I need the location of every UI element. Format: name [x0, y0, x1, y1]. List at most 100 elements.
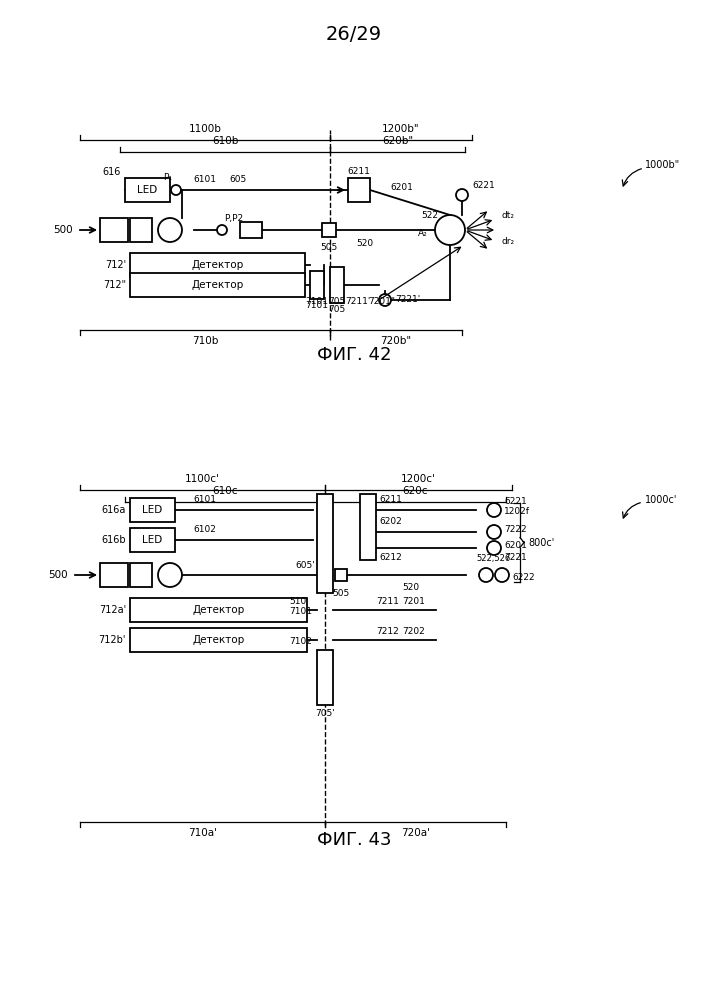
Text: 1200b": 1200b" [382, 124, 420, 134]
Text: ФИГ. 42: ФИГ. 42 [317, 346, 391, 364]
Text: 6221: 6221 [472, 182, 495, 190]
Text: 712": 712" [103, 280, 126, 290]
Circle shape [379, 294, 391, 306]
Text: 7212: 7212 [377, 626, 399, 636]
Text: 500: 500 [53, 225, 73, 235]
Text: 522: 522 [421, 211, 438, 220]
Text: 1100b: 1100b [189, 124, 221, 134]
Text: 616a: 616a [102, 505, 126, 515]
Text: 712a': 712a' [99, 605, 126, 615]
Text: 610b: 610b [212, 136, 238, 146]
Text: 510: 510 [290, 597, 307, 606]
Bar [240, 222, 262, 238]
Text: 7101: 7101 [305, 300, 329, 310]
Text: 6211: 6211 [380, 495, 402, 504]
Text: 6211: 6211 [348, 167, 370, 176]
Bar [310, 271, 324, 299]
Text: LED: LED [142, 505, 162, 515]
Text: 705': 705' [315, 708, 335, 718]
Bar [130, 528, 175, 552]
Text: 26/29: 26/29 [326, 25, 382, 44]
Text: P₁: P₁ [163, 174, 173, 182]
Circle shape [456, 189, 468, 201]
Bar [100, 563, 128, 587]
Bar [130, 598, 307, 622]
Text: 1000c': 1000c' [645, 495, 677, 505]
Text: 616b: 616b [101, 535, 126, 545]
Circle shape [487, 503, 501, 517]
Text: 6221: 6221 [504, 497, 527, 506]
Text: 800c': 800c' [528, 538, 554, 548]
Text: 6102: 6102 [194, 526, 216, 534]
Text: 1200c': 1200c' [401, 474, 436, 484]
Text: 720b": 720b" [380, 336, 411, 346]
Text: 7222: 7222 [504, 526, 527, 534]
Bar [348, 178, 370, 202]
Text: 705: 705 [328, 304, 346, 314]
Circle shape [217, 225, 227, 235]
Bar [330, 267, 344, 303]
Text: 605': 605' [296, 560, 315, 570]
Bar [130, 218, 152, 242]
Text: 7101: 7101 [289, 607, 312, 616]
Text: 7221': 7221' [395, 296, 420, 304]
Circle shape [487, 541, 501, 555]
Text: 522,526: 522,526 [477, 554, 511, 564]
Text: 505: 505 [332, 588, 350, 597]
Bar [335, 569, 347, 581]
Text: 6101: 6101 [194, 174, 216, 184]
Text: 505: 505 [320, 243, 338, 252]
Bar [125, 178, 170, 202]
Circle shape [158, 218, 182, 242]
Circle shape [495, 568, 509, 582]
Circle shape [171, 185, 181, 195]
Text: 7201": 7201" [368, 298, 395, 306]
Text: 7101: 7101 [305, 298, 329, 306]
Bar [317, 650, 333, 705]
Text: ФИГ. 43: ФИГ. 43 [317, 831, 391, 849]
Text: 620b": 620b" [382, 136, 413, 146]
Circle shape [487, 525, 501, 539]
Text: 1202f: 1202f [504, 508, 530, 516]
Circle shape [479, 568, 493, 582]
Text: 620c: 620c [403, 486, 428, 496]
Bar [130, 563, 152, 587]
Bar [360, 494, 376, 560]
Text: 705: 705 [328, 298, 346, 306]
Text: 520: 520 [402, 582, 419, 591]
Text: dt₂: dt₂ [502, 211, 515, 220]
Text: 720a': 720a' [401, 828, 430, 838]
Text: dr₂: dr₂ [502, 237, 515, 246]
Text: P,P2: P,P2 [224, 214, 243, 223]
Bar [322, 223, 336, 237]
Text: 1100c': 1100c' [185, 474, 220, 484]
Bar [130, 628, 307, 652]
Text: 6222: 6222 [512, 572, 534, 582]
Text: 710b: 710b [192, 336, 218, 346]
Text: 6202: 6202 [380, 518, 402, 526]
Text: 6201: 6201 [390, 182, 413, 192]
Text: 712b': 712b' [98, 635, 126, 645]
Text: 710a': 710a' [188, 828, 217, 838]
Text: 616: 616 [103, 167, 121, 177]
Text: 7202: 7202 [402, 626, 426, 636]
Text: Детектор: Детектор [192, 260, 244, 270]
Text: 7211': 7211' [345, 298, 370, 306]
Text: A₂: A₂ [419, 229, 428, 237]
Circle shape [158, 563, 182, 587]
Text: 6201: 6201 [504, 542, 527, 550]
Text: 7221: 7221 [504, 554, 527, 562]
Bar [100, 218, 128, 242]
Text: 610c: 610c [212, 486, 238, 496]
Text: 500: 500 [48, 570, 68, 580]
Bar [317, 494, 333, 593]
Text: 1000b": 1000b" [645, 160, 680, 170]
Bar [130, 273, 305, 297]
Text: LED: LED [142, 535, 162, 545]
Text: 6101: 6101 [194, 495, 216, 504]
Text: 605: 605 [229, 174, 247, 184]
Text: Детектор: Детектор [192, 635, 245, 645]
Text: 7211: 7211 [377, 596, 399, 605]
Text: 7201: 7201 [402, 596, 426, 605]
Text: Детектор: Детектор [192, 280, 244, 290]
